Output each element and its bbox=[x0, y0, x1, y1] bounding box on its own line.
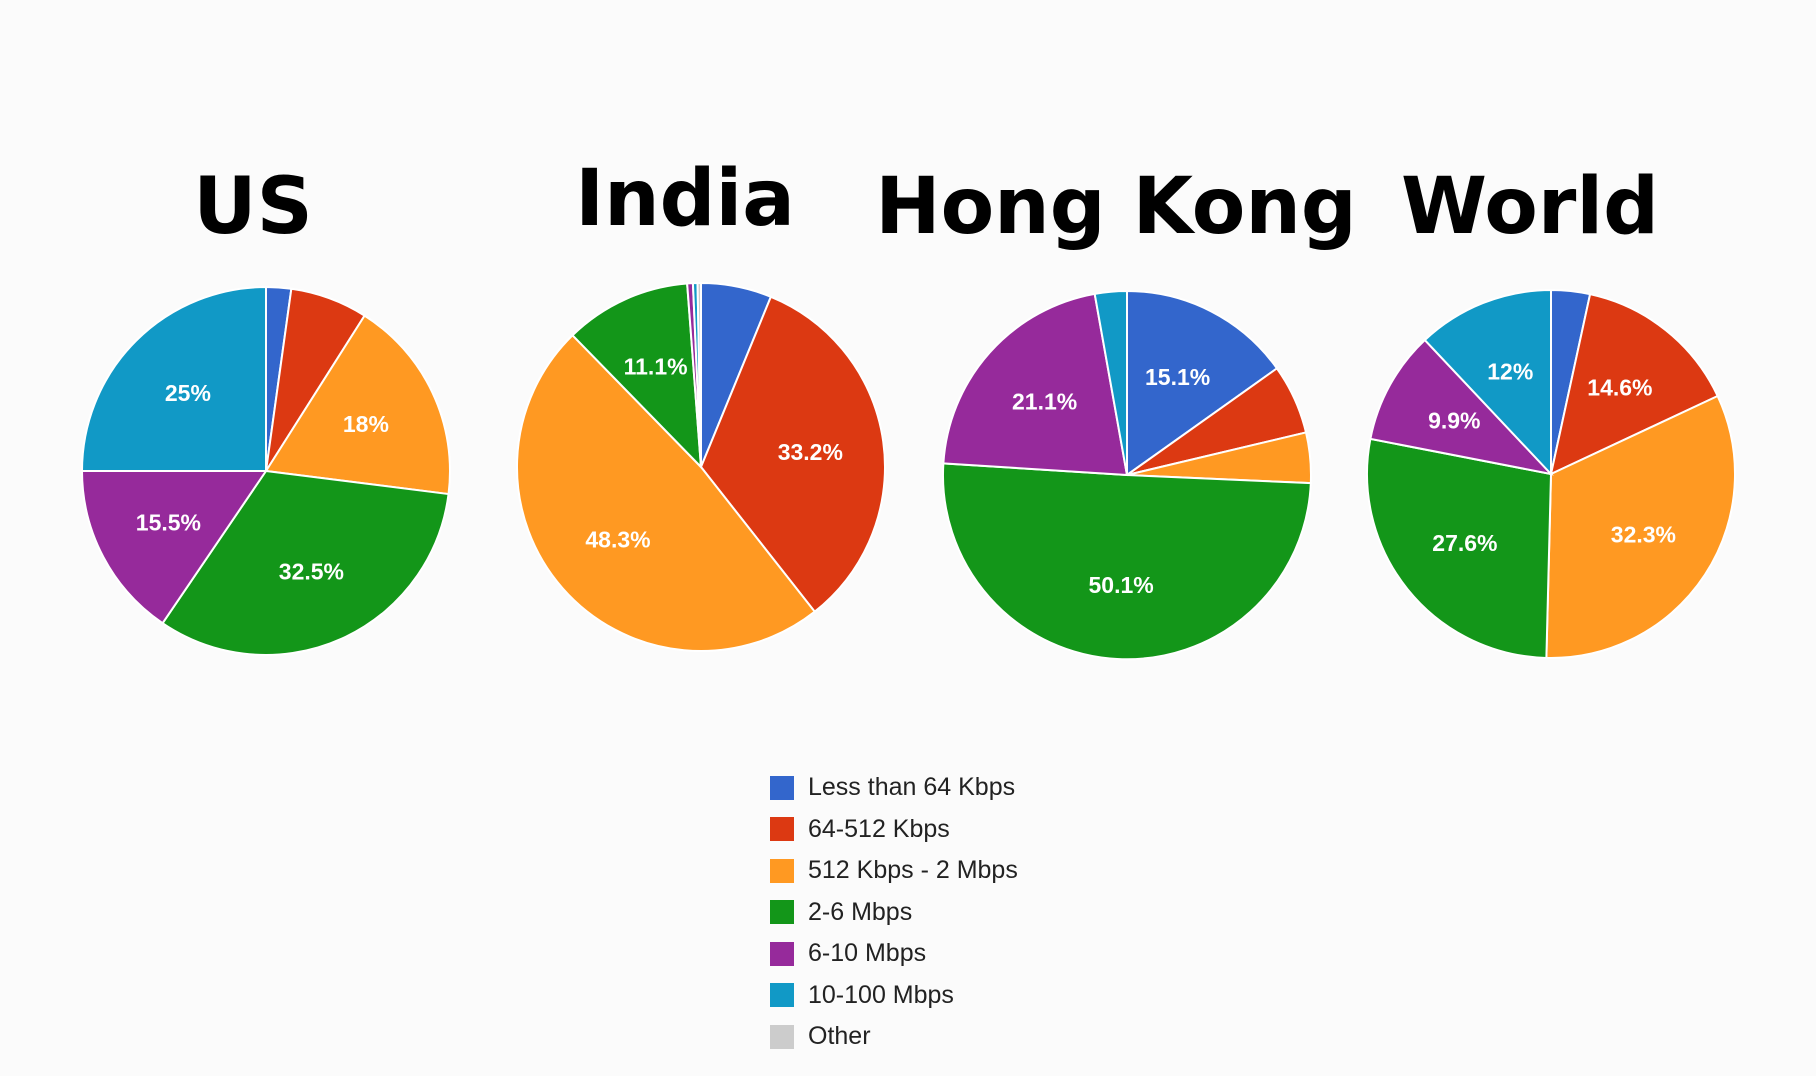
data-label: 27.6% bbox=[1432, 530, 1497, 556]
legend-label: Less than 64 Kbps bbox=[808, 773, 1016, 802]
pie-slice-6-10-mbps bbox=[80, 470, 268, 625]
legend-item-512-kbps-2-mbps: 512 Kbps - 2 Mbps bbox=[770, 850, 1070, 892]
pie-slice-other bbox=[696, 281, 702, 468]
legend-item-other: Other bbox=[770, 1016, 1070, 1058]
pie-slice-512-kbps-2-mbps bbox=[1545, 394, 1736, 659]
pie-slice-2-6-mbps bbox=[941, 462, 1312, 661]
legend: Less than 64 Kbps 64-512 Kbps 512 Kbps - 2… bbox=[770, 767, 1070, 1058]
pie-chart-us: US 18% 32.5% 15.5% 25% bbox=[80, 162, 451, 656]
data-label: 11.1% bbox=[624, 353, 688, 379]
data-label: 50.1% bbox=[1088, 572, 1153, 598]
legend-swatch bbox=[770, 817, 794, 842]
pie-slice-2-6-mbps bbox=[161, 469, 450, 656]
legend-label: 10-100 Mbps bbox=[808, 980, 954, 1009]
legend-label: 2-6 Mbps bbox=[808, 897, 913, 926]
pie-charts: US 18% 32.5% 15.5% 25% India 33.2% 48.3% 11.1% Ho… bbox=[80, 154, 1736, 661]
data-label: 48.3% bbox=[585, 527, 650, 553]
pie-chart-india: India 33.2% 48.3% 11.1% bbox=[516, 154, 886, 653]
data-label: 14.6% bbox=[1587, 375, 1652, 401]
pie-chart-hong-kong: Hong Kong 15.1% 50.1% 21.1% bbox=[875, 162, 1357, 661]
chart-title: World bbox=[1401, 162, 1659, 252]
pie-slice-10-100-mbps bbox=[80, 285, 267, 472]
data-label: 25% bbox=[165, 380, 211, 406]
pie-slice-6-10-mbps bbox=[1369, 338, 1554, 476]
legend-item-64-512-kbps: 64-512 Kbps bbox=[770, 809, 1070, 851]
data-label: 32.5% bbox=[279, 559, 344, 585]
data-label: 9.9% bbox=[1428, 408, 1480, 434]
pie-slice-less-than-64-kbps bbox=[1126, 289, 1279, 477]
pie-slice-10-100-mbps bbox=[1093, 289, 1128, 476]
legend-item-6-10-mbps: 6-10 Mbps bbox=[770, 933, 1070, 975]
legend-item-10-100-mbps: 10-100 Mbps bbox=[770, 975, 1070, 1017]
data-label: 12% bbox=[1487, 358, 1533, 384]
legend-label: Other bbox=[808, 1022, 871, 1051]
pie-slice-512-kbps-2-mbps bbox=[264, 314, 451, 496]
chart-title: US bbox=[193, 162, 313, 252]
legend-item-less-than-64-kbps: Less than 64 Kbps bbox=[770, 767, 1070, 809]
data-label: 18% bbox=[343, 411, 389, 437]
data-label: 32.3% bbox=[1611, 521, 1676, 547]
legend-label: 512 Kbps - 2 Mbps bbox=[808, 856, 1018, 885]
legend-label: 6-10 Mbps bbox=[808, 939, 927, 968]
data-label: 15.5% bbox=[136, 510, 201, 536]
data-label: 33.2% bbox=[778, 439, 843, 465]
pie-chart-world: World 14.6% 32.3% 27.6% 9.9% 12% bbox=[1366, 162, 1736, 659]
legend-swatch bbox=[770, 775, 794, 800]
pie-slice-64-512-kbps bbox=[699, 295, 886, 614]
chart-title: Hong Kong bbox=[875, 162, 1356, 252]
pie-slice-2-6-mbps bbox=[571, 282, 703, 470]
pie-slice-6-10-mbps bbox=[942, 292, 1129, 477]
pie-slice-512-kbps-2-mbps bbox=[516, 333, 817, 653]
data-label: 21.1% bbox=[1012, 389, 1077, 415]
legend-swatch bbox=[770, 1024, 794, 1049]
legend-swatch bbox=[770, 900, 794, 925]
legend-swatch bbox=[770, 983, 794, 1008]
pie-slice-64-512-kbps bbox=[1549, 293, 1719, 476]
pie-slice-10-100-mbps bbox=[1423, 288, 1552, 477]
legend-swatch bbox=[770, 858, 794, 883]
legend-swatch bbox=[770, 941, 794, 966]
pie-slice-2-6-mbps bbox=[1366, 437, 1553, 659]
chart-title: India bbox=[575, 154, 795, 244]
data-label: 15.1% bbox=[1145, 364, 1210, 390]
legend-label: 64-512 Kbps bbox=[808, 814, 950, 843]
legend-item-2-6-mbps: 2-6 Mbps bbox=[770, 892, 1070, 934]
